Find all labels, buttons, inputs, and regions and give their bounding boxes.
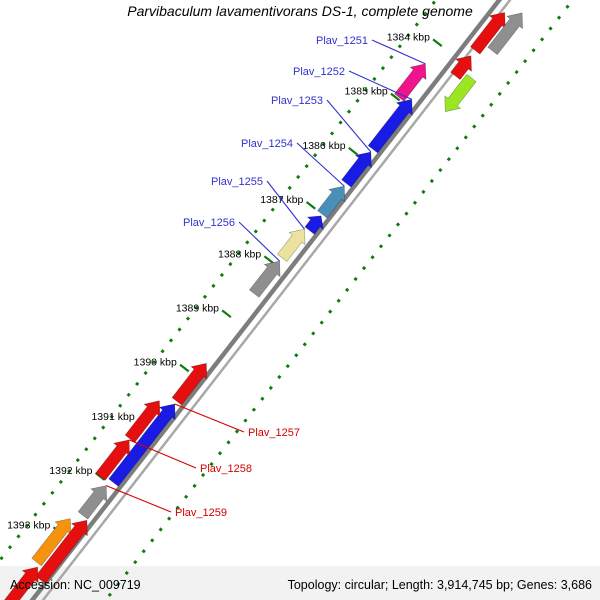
ring-dotted-line: [103, 0, 575, 600]
kbp-tick-label: 1390 kbp: [134, 357, 177, 369]
gene-arrow[interactable]: [0, 566, 39, 600]
gene-label[interactable]: Plav_1259: [175, 507, 227, 519]
gene-arrow[interactable]: [31, 518, 72, 567]
status-bar: Accession: NC_009719 Topology: circular;…: [0, 578, 600, 592]
gene-label[interactable]: Plav_1252: [293, 66, 345, 78]
gene-label[interactable]: Plav_1251: [316, 35, 368, 47]
gene-arrow[interactable]: [35, 519, 88, 584]
gene-label-leader: [174, 403, 245, 433]
gene-arrow[interactable]: [450, 55, 472, 81]
genome-title: Parvibaculum lavamentivorans DS-1, compl…: [127, 3, 473, 19]
kbp-tick: [348, 146, 359, 156]
kbp-tick: [179, 363, 190, 373]
gene-arrow-plav_1258[interactable]: [95, 439, 130, 481]
gene-arrow[interactable]: [444, 73, 477, 112]
gene-label-leader: [105, 485, 172, 513]
gene-arrow[interactable]: [124, 400, 161, 443]
kbp-tick-label: 1385 kbp: [345, 86, 388, 98]
kbp-tick-label: 1391 kbp: [91, 411, 134, 423]
accession-text: Accession: NC_009719: [10, 578, 141, 592]
kbp-tick-label: 1389 kbp: [176, 302, 219, 314]
gene-label-leader: [371, 39, 426, 65]
kbp-tick: [390, 92, 401, 102]
gene-label-leader: [266, 180, 305, 230]
gene-label-leader: [296, 142, 345, 187]
gene-arrow-plav_1252[interactable]: [367, 99, 413, 154]
gene-label[interactable]: Plav_1257: [248, 427, 300, 439]
gene-arrow-plav_1259[interactable]: [77, 485, 108, 520]
gene-label-leader: [348, 70, 412, 100]
kbp-tick: [221, 309, 232, 319]
status-bar-background: [0, 566, 600, 600]
kbp-tick: [432, 38, 443, 48]
kbp-tick: [94, 472, 106, 481]
genome-summary-text: Topology: circular; Length: 3,914,745 bp…: [287, 578, 592, 592]
backbone-rail-line: [41, 0, 512, 600]
kbp-tick-label: 1393 kbp: [7, 519, 50, 531]
kbp-tick: [263, 255, 274, 264]
gene-label-leader: [238, 221, 280, 262]
kbp-tick: [305, 201, 316, 210]
kbp-tick-label: 1392 kbp: [49, 465, 92, 477]
gene-arrow[interactable]: [470, 12, 506, 55]
backbone-line: [29, 0, 503, 600]
gene-label[interactable]: Plav_1255: [211, 176, 263, 188]
kbp-tick-label: 1388 kbp: [218, 248, 261, 260]
gene-label[interactable]: Plav_1256: [183, 217, 235, 229]
gene-arrow-plav_1256[interactable]: [249, 260, 281, 298]
gene-label[interactable]: Plav_1253: [271, 95, 323, 107]
kbp-tick-label: 1386 kbp: [302, 140, 345, 152]
kbp-tick-label: 1384 kbp: [387, 31, 430, 43]
gene-label[interactable]: Plav_1258: [200, 463, 252, 475]
gene-label[interactable]: Plav_1254: [241, 138, 293, 150]
gene-arrow-plav_1255[interactable]: [276, 228, 306, 262]
gene-arrow[interactable]: [171, 363, 208, 406]
gene-arrow[interactable]: [304, 215, 324, 235]
gene-arrow[interactable]: [487, 12, 523, 56]
gene-arrow-plav_1254[interactable]: [317, 185, 346, 219]
ring-dotted-line: [0, 0, 438, 563]
gene-arrow-plav_1251[interactable]: [394, 63, 427, 102]
gene-label-leader: [128, 439, 197, 469]
gene-arrow-plav_1253[interactable]: [341, 151, 372, 188]
gene-label-leader: [326, 99, 372, 153]
